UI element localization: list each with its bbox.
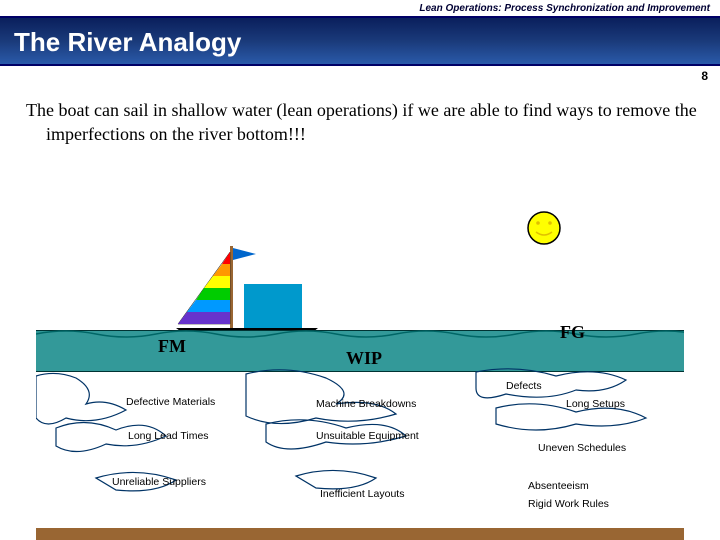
ground-band <box>36 528 684 540</box>
problem-inefficient-layouts: Inefficient Layouts <box>320 488 404 500</box>
problem-unsuitable-equipment: Unsuitable Equipment <box>316 430 419 442</box>
page-number: 8 <box>0 66 720 86</box>
problem-uneven-schedules: Uneven Schedules <box>538 442 626 454</box>
problem-defects: Defects <box>506 380 542 392</box>
fm-label: FM <box>158 336 186 357</box>
fg-label: FG <box>560 322 585 343</box>
problem-long-lead-times: Long Lead Times <box>128 430 209 442</box>
problem-absenteeism: Absenteeism <box>528 480 589 492</box>
water-surface <box>36 328 684 346</box>
problem-rigid-work-rules: Rigid Work Rules <box>528 498 609 510</box>
river-diagram: FM WIP FG Defective Materials Long Lead … <box>36 180 684 530</box>
problem-machine-breakdowns: Machine Breakdowns <box>316 398 416 410</box>
sun-icon <box>526 210 562 246</box>
course-header: Lean Operations: Process Synchronization… <box>0 0 720 18</box>
body-text: The boat can sail in shallow water (lean… <box>28 86 720 151</box>
wip-label: WIP <box>346 348 382 369</box>
sky-region <box>36 180 684 330</box>
page-title: The River Analogy <box>0 18 720 66</box>
problem-long-setups: Long Setups <box>566 398 625 410</box>
problem-defective-materials: Defective Materials <box>126 396 215 408</box>
problem-unreliable-suppliers: Unreliable Suppliers <box>112 476 206 488</box>
